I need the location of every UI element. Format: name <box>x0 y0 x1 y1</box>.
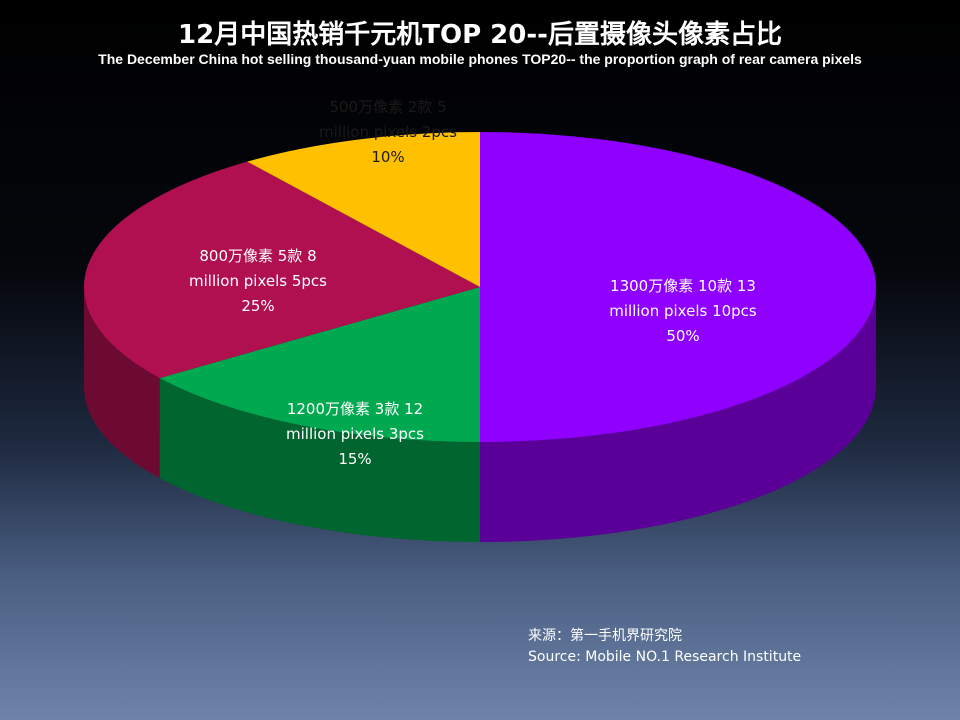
source-note: 来源：第一手机界研究院 Source: Mobile NO.1 Research… <box>528 626 801 668</box>
pie-sides <box>84 287 876 542</box>
pie-slice-12mp <box>159 287 480 442</box>
slice-label-13mp: 1300万像素 10款 13 million pixels 10pcs 50% <box>583 274 783 349</box>
slice-label-12mp-percent: 15% <box>338 450 372 468</box>
chart-title: 12月中国热销千元机TOP 20--后置摄像头像素占比 <box>178 20 782 50</box>
pie-side-8mp <box>84 287 160 479</box>
slice-label-12mp-zh: 1200万像素 3款 12 <box>286 400 424 418</box>
slice-label-8mp-percent: 25% <box>241 297 275 315</box>
slice-label-12mp-en: million pixels 3pcs <box>286 425 424 443</box>
pie-top <box>84 132 876 442</box>
slice-label-13mp-percent: 50% <box>666 327 700 345</box>
pie-slice-5mp <box>247 132 480 287</box>
pie-slice-8mp <box>84 161 480 379</box>
slice-label-8mp: 800万像素 5款 8 million pixels 5pcs 25% <box>158 244 358 319</box>
slice-label-8mp-zh: 800万像素 5款 8 <box>199 247 317 265</box>
slice-label-12mp: 1200万像素 3款 12 million pixels 3pcs 15% <box>255 397 455 472</box>
slice-label-5mp: 500万像素 2款 5 million pixels 2pcs 10% <box>288 95 488 170</box>
chart-subtitle: The December China hot selling thousand-… <box>98 51 862 67</box>
slice-label-8mp-en: million pixels 5pcs <box>189 272 327 290</box>
slice-label-5mp-percent: 10% <box>371 148 405 166</box>
slice-label-13mp-zh: 1300万像素 10款 13 <box>610 277 756 295</box>
source-en: Source: Mobile NO.1 Research Institute <box>528 649 802 665</box>
source-zh: 来源：第一手机界研究院 <box>528 628 682 644</box>
pie-slice-13mp <box>480 132 876 442</box>
slice-label-13mp-en: million pixels 10pcs <box>609 302 757 320</box>
pie-side-12mp <box>159 378 480 542</box>
slice-label-5mp-zh: 500万像素 2款 5 <box>329 98 447 116</box>
pie-side-13mp <box>480 287 876 542</box>
slice-label-5mp-en: million pixels 2pcs <box>319 123 457 141</box>
